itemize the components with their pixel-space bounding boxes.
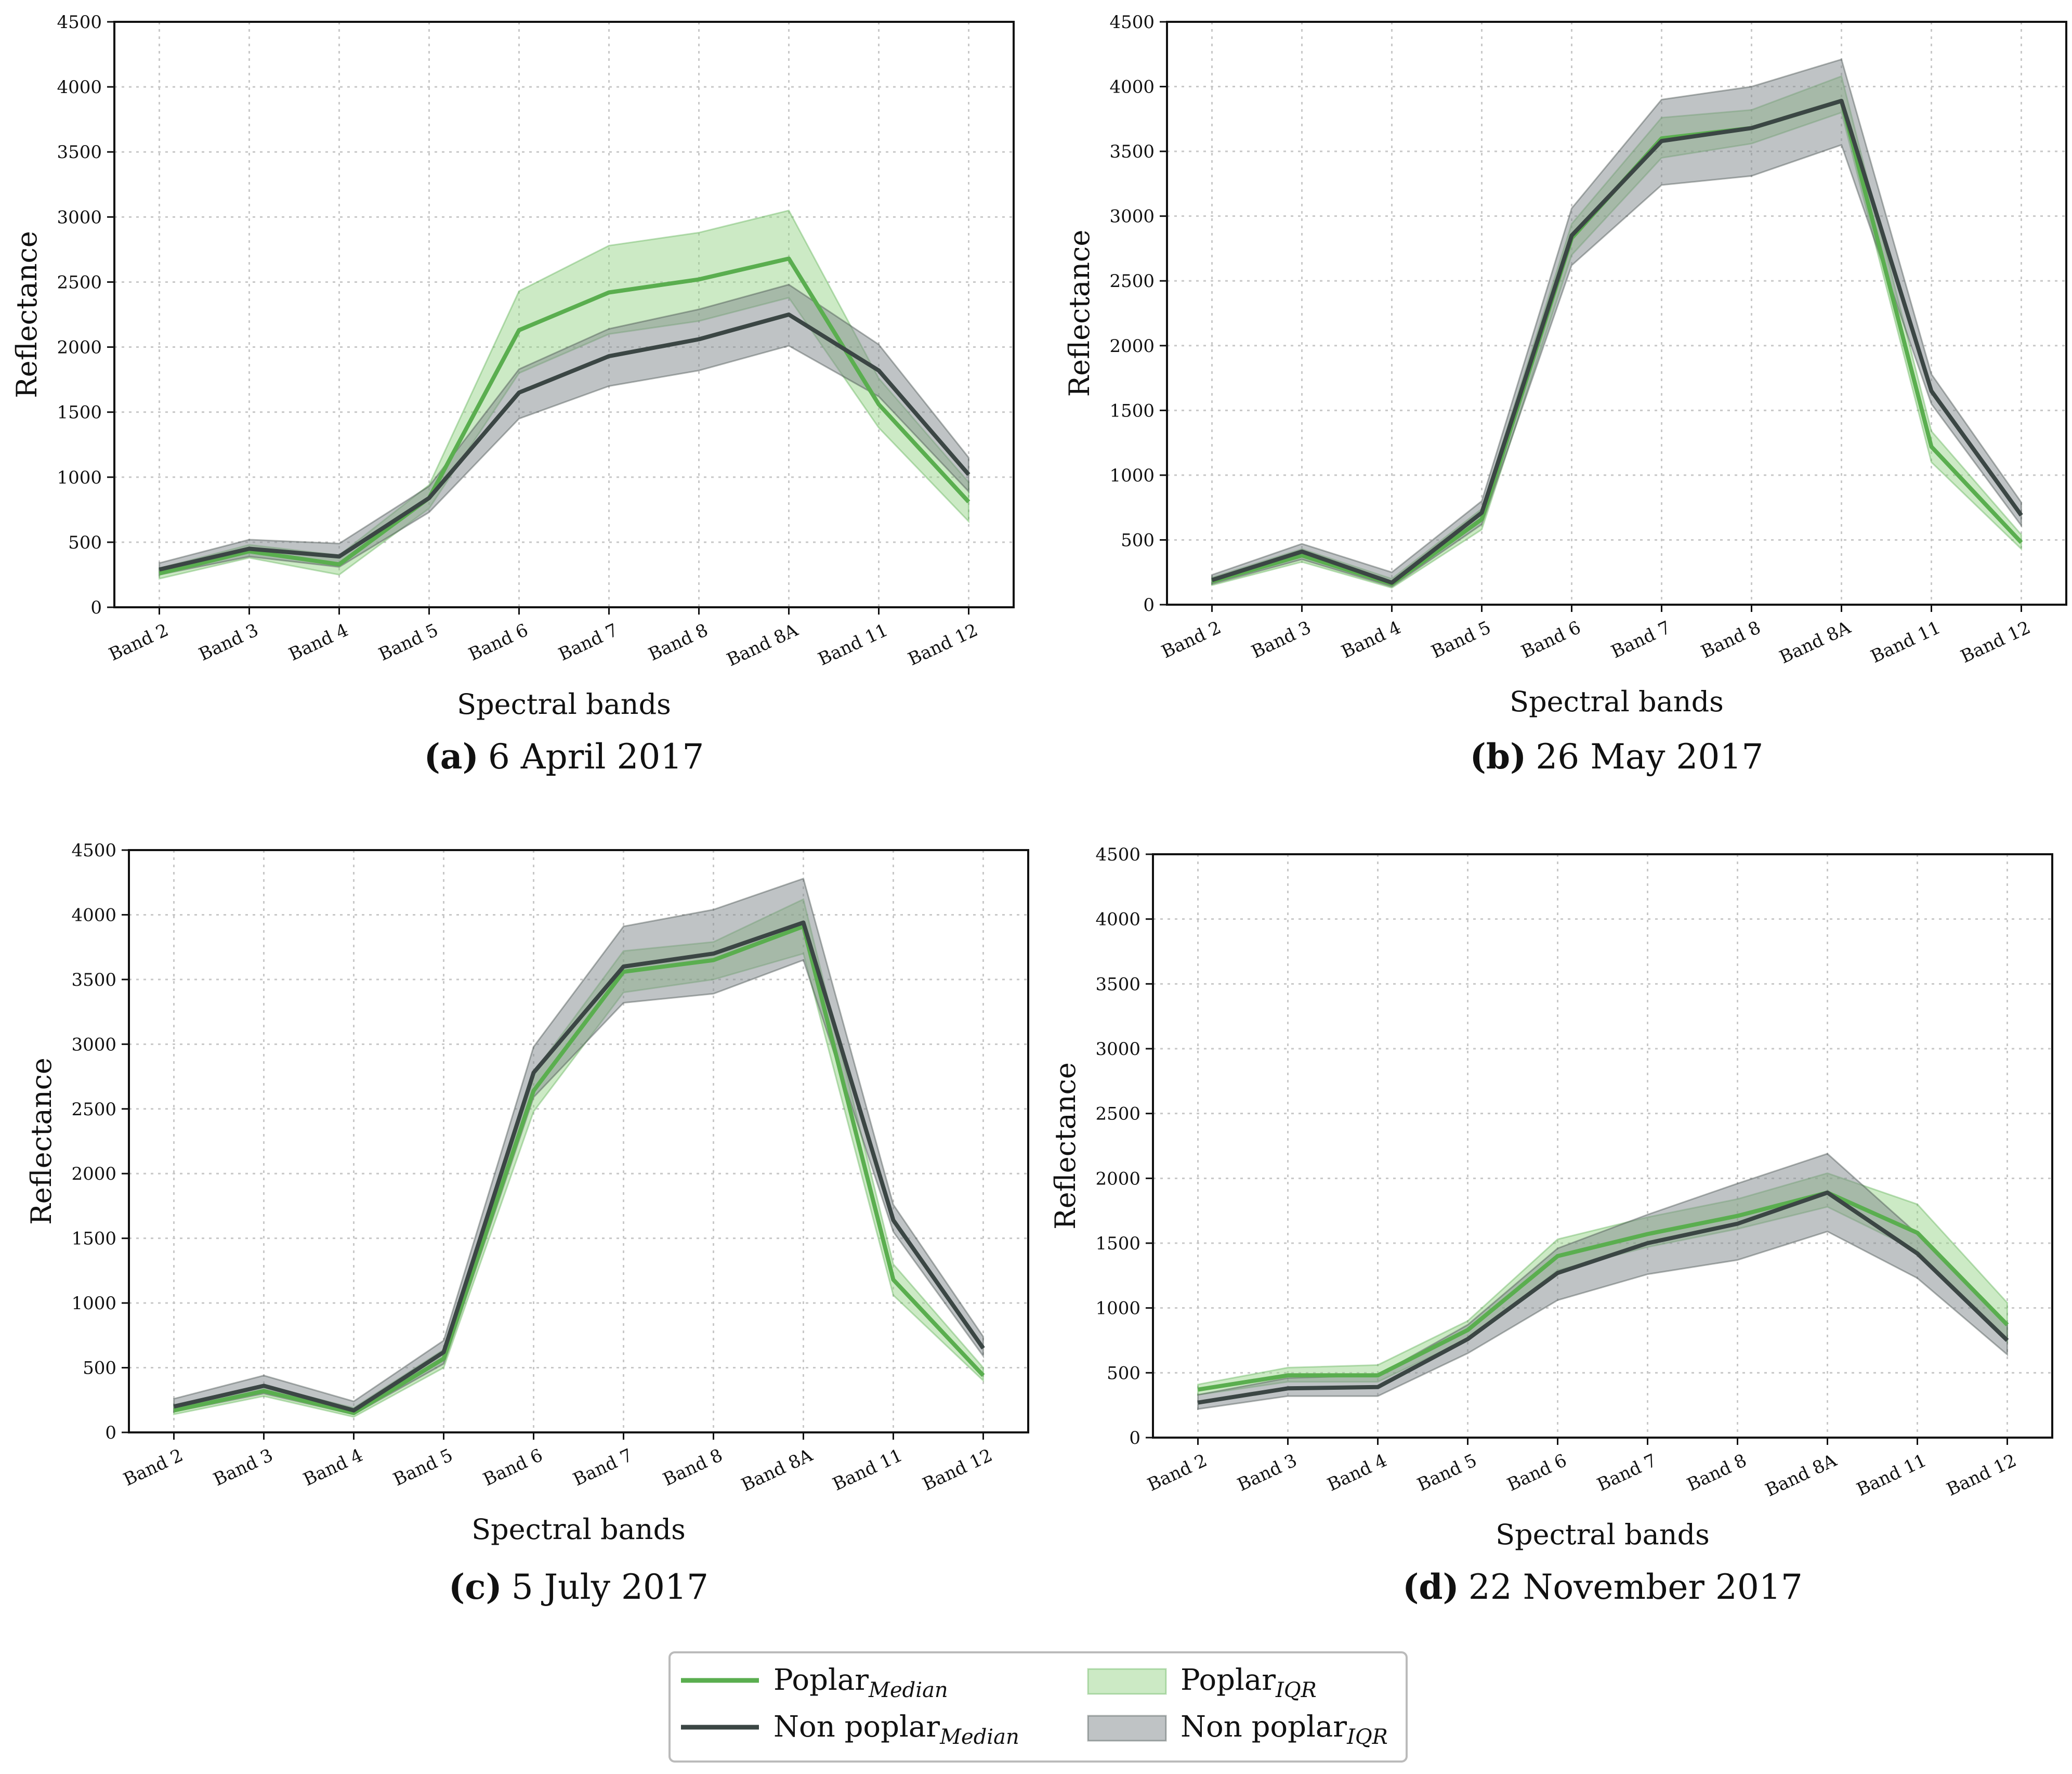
panel-caption-date: 22 November 2017 — [1468, 1567, 1803, 1607]
y-tick-label: 3500 — [57, 142, 102, 163]
legend-label-subscript: IQR — [1275, 1678, 1317, 1702]
y-tick-label: 3000 — [71, 1034, 116, 1055]
plot-frame — [128, 849, 1029, 1433]
poplar-median-line — [159, 256, 971, 576]
legend-label-subscript: IQR — [1346, 1725, 1388, 1749]
nonpoplar-iqr-band — [1197, 1153, 2008, 1410]
y-tick-label: 500 — [83, 1358, 116, 1379]
legend-label-poplar_iqr: PoplarIQR — [1181, 1663, 1317, 1702]
legend-swatch-nonpoplar_iqr — [1087, 1715, 1167, 1742]
panel-caption-date: 6 April 2017 — [488, 737, 704, 777]
chart-panel-a: 050010001500200025003000350040004500Band… — [10, 12, 1015, 777]
panel-caption-date: 26 May 2017 — [1536, 737, 1763, 777]
poplar-median-line — [1197, 1190, 2009, 1392]
y-tick-label: 1000 — [1109, 465, 1155, 486]
plot-frame — [113, 21, 1015, 608]
y-tick-label: 1500 — [71, 1229, 116, 1249]
y-tick-label: 4500 — [1109, 12, 1155, 33]
y-tick-label: 3000 — [1109, 206, 1155, 227]
panel-caption-letter: (b) — [1470, 736, 1527, 777]
nonpoplar-median-line — [1197, 1190, 2009, 1405]
y-tick-label: 2000 — [71, 1164, 116, 1184]
y-tick-label: 0 — [1129, 1428, 1140, 1449]
y-tick-label: 1500 — [1109, 400, 1155, 421]
panel-caption-date: 5 July 2017 — [512, 1567, 709, 1607]
legend-swatch-poplar_iqr — [1087, 1668, 1167, 1695]
y-axis-title: Reflectance — [25, 1058, 58, 1225]
y-tick-label: 1500 — [57, 402, 102, 423]
y-tick-label: 2500 — [1109, 271, 1155, 292]
panel-caption: (d) 22 November 2017 — [1402, 1567, 1803, 1607]
y-tick-label: 2000 — [1095, 1168, 1140, 1189]
panel-caption: (a) 6 April 2017 — [424, 736, 704, 777]
legend-label-subscript: Median — [939, 1725, 1019, 1749]
legend-label-main: Poplar — [773, 1663, 869, 1697]
y-axis-title: Reflectance — [1049, 1062, 1082, 1230]
y-tick-label: 2500 — [57, 272, 102, 293]
chart-panel-c: 050010001500200025003000350040004500Band… — [25, 840, 1029, 1607]
x-axis-title: Spectral bands — [1510, 685, 1724, 718]
y-tick-label: 3000 — [1095, 1039, 1140, 1060]
x-axis-title: Spectral bands — [457, 688, 671, 721]
legend-label-main: Non poplar — [773, 1710, 940, 1744]
legend-label-nonpoplar_median: Non poplarMedian — [773, 1710, 1019, 1749]
y-tick-label: 0 — [90, 597, 102, 618]
y-tick-label: 4000 — [57, 77, 102, 98]
nonpoplar-iqr-band — [1211, 58, 2022, 588]
panel-caption-letter: (c) — [449, 1567, 502, 1607]
nonpoplar-median-line — [1211, 99, 2023, 585]
y-tick-label: 3000 — [57, 207, 102, 228]
y-tick-label: 4500 — [71, 840, 116, 861]
y-tick-label: 4000 — [1095, 909, 1140, 930]
y-axis-title: Reflectance — [10, 231, 43, 398]
y-tick-label: 4000 — [71, 905, 116, 925]
y-tick-label: 500 — [68, 532, 102, 553]
y-tick-label: 500 — [1107, 1363, 1140, 1384]
y-tick-label: 0 — [1143, 595, 1155, 616]
y-tick-label: 3500 — [1109, 141, 1155, 162]
nonpoplar-median-line — [173, 920, 985, 1413]
legend-label-main: Poplar — [1181, 1663, 1276, 1697]
legend-label-poplar_median: PoplarMedian — [773, 1663, 948, 1702]
y-tick-label: 2000 — [1109, 336, 1155, 357]
y-tick-label: 1000 — [1095, 1298, 1140, 1319]
y-tick-label: 3500 — [71, 970, 116, 990]
legend-box — [668, 1651, 1408, 1763]
y-tick-label: 3500 — [1095, 974, 1140, 995]
x-axis-title: Spectral bands — [1496, 1518, 1710, 1551]
y-tick-label: 4500 — [57, 12, 102, 33]
panel-caption-letter: (d) — [1402, 1567, 1459, 1607]
x-axis-title: Spectral bands — [471, 1513, 686, 1546]
plot-frame — [1152, 853, 2053, 1439]
y-tick-label: 4000 — [1109, 77, 1155, 98]
y-tick-label: 500 — [1121, 530, 1155, 551]
nonpoplar-iqr-band — [173, 877, 984, 1415]
nonpoplar-median-line — [159, 312, 971, 572]
panel-caption: (b) 26 May 2017 — [1470, 736, 1764, 777]
legend-label-subscript: Median — [868, 1678, 948, 1702]
y-axis-title: Reflectance — [1063, 230, 1096, 397]
panel-caption: (c) 5 July 2017 — [449, 1567, 709, 1607]
y-tick-label: 1500 — [1095, 1233, 1140, 1254]
nonpoplar-iqr-band — [159, 283, 969, 576]
plot-frame — [1166, 21, 2067, 606]
poplar-median-line — [173, 924, 985, 1415]
y-tick-label: 2500 — [1095, 1104, 1140, 1125]
legend-label-nonpoplar_iqr: Non poplarIQR — [1181, 1710, 1388, 1749]
legend-label-main: Non poplar — [1181, 1710, 1347, 1744]
y-tick-label: 2000 — [57, 337, 102, 358]
y-tick-label: 1000 — [57, 467, 102, 488]
y-tick-label: 4500 — [1095, 844, 1140, 865]
y-tick-label: 1000 — [71, 1293, 116, 1314]
y-tick-label: 2500 — [71, 1099, 116, 1120]
panel-caption-letter: (a) — [424, 736, 479, 777]
chart-panels: 050010001500200025003000350040004500Band… — [10, 12, 2067, 1607]
y-tick-label: 0 — [105, 1423, 116, 1443]
